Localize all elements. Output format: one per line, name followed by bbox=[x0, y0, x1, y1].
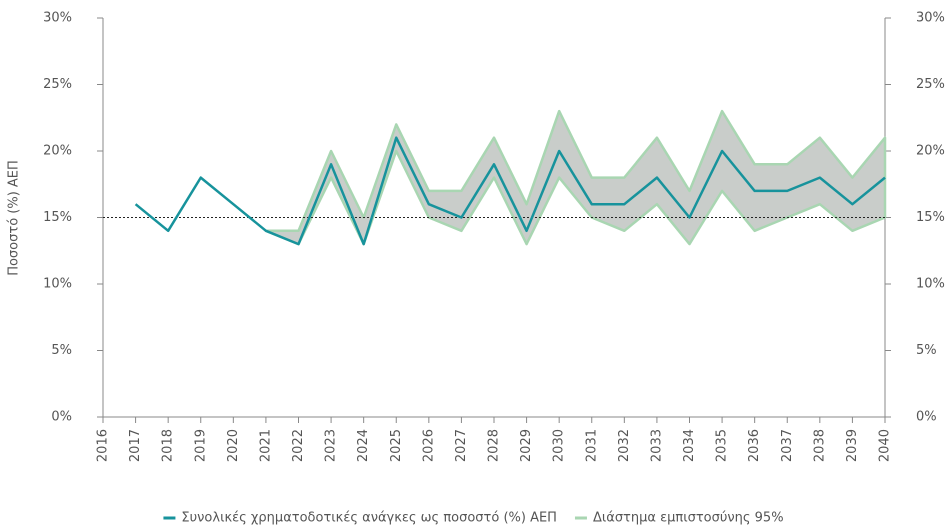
y2-tick-label: 30% bbox=[916, 11, 945, 26]
x-tick-label: 2019 bbox=[193, 429, 208, 462]
y-tick-label: 10% bbox=[43, 277, 72, 292]
x-tick-label: 2021 bbox=[258, 429, 273, 462]
x-tick-label: 2023 bbox=[324, 429, 339, 462]
x-tick-label: 2029 bbox=[519, 429, 534, 462]
x-tick-label: 2024 bbox=[356, 429, 371, 462]
legend-label: Διάστημα εμπιστοσύνης 95% bbox=[593, 511, 784, 526]
x-tick-label: 2037 bbox=[780, 429, 795, 462]
x-tick-label: 2032 bbox=[617, 429, 632, 462]
x-tick-label: 2017 bbox=[128, 429, 143, 462]
x-tick-label: 2022 bbox=[291, 429, 306, 462]
data-line bbox=[134, 136, 886, 246]
x-tick-label: 2027 bbox=[454, 429, 469, 462]
y2-tick-label: 5% bbox=[916, 343, 937, 358]
y-axis-label: Ποσοστό (%) ΑΕΠ bbox=[7, 160, 22, 276]
y-tick-label: 25% bbox=[43, 77, 72, 92]
x-tick-label: 2026 bbox=[421, 429, 436, 462]
y2-tick-label: 10% bbox=[916, 277, 945, 292]
y-tick-label: 0% bbox=[51, 410, 72, 425]
x-tick-label: 2034 bbox=[682, 429, 697, 462]
x-tick-label: 2028 bbox=[487, 429, 502, 462]
y2-tick-label: 20% bbox=[916, 144, 945, 159]
x-tick-label: 2020 bbox=[226, 429, 241, 462]
y2-tick-label: 25% bbox=[916, 77, 945, 92]
x-tick-label: 2040 bbox=[878, 429, 893, 462]
y-tick-label: 20% bbox=[43, 144, 72, 159]
x-tick-label: 2038 bbox=[812, 429, 827, 462]
y-tick-label: 5% bbox=[51, 343, 72, 358]
x-tick-label: 2035 bbox=[715, 429, 730, 462]
x-tick-label: 2031 bbox=[584, 429, 599, 462]
y-tick-label: 15% bbox=[43, 210, 72, 225]
x-tick-label: 2030 bbox=[552, 429, 567, 462]
legend-label: Συνολικές χρηματοδοτικές ανάγκες ως ποσο… bbox=[181, 511, 557, 526]
x-tick-label: 2025 bbox=[389, 429, 404, 462]
y2-tick-label: 15% bbox=[916, 210, 945, 225]
x-tick-label: 2036 bbox=[747, 429, 762, 462]
y2-tick-label: 0% bbox=[916, 410, 937, 425]
y-tick-label: 30% bbox=[43, 11, 72, 26]
x-tick-label: 2018 bbox=[161, 429, 176, 462]
x-tick-label: 2033 bbox=[649, 429, 664, 462]
x-tick-label: 2039 bbox=[845, 429, 860, 462]
x-tick-label: 2016 bbox=[96, 429, 111, 462]
